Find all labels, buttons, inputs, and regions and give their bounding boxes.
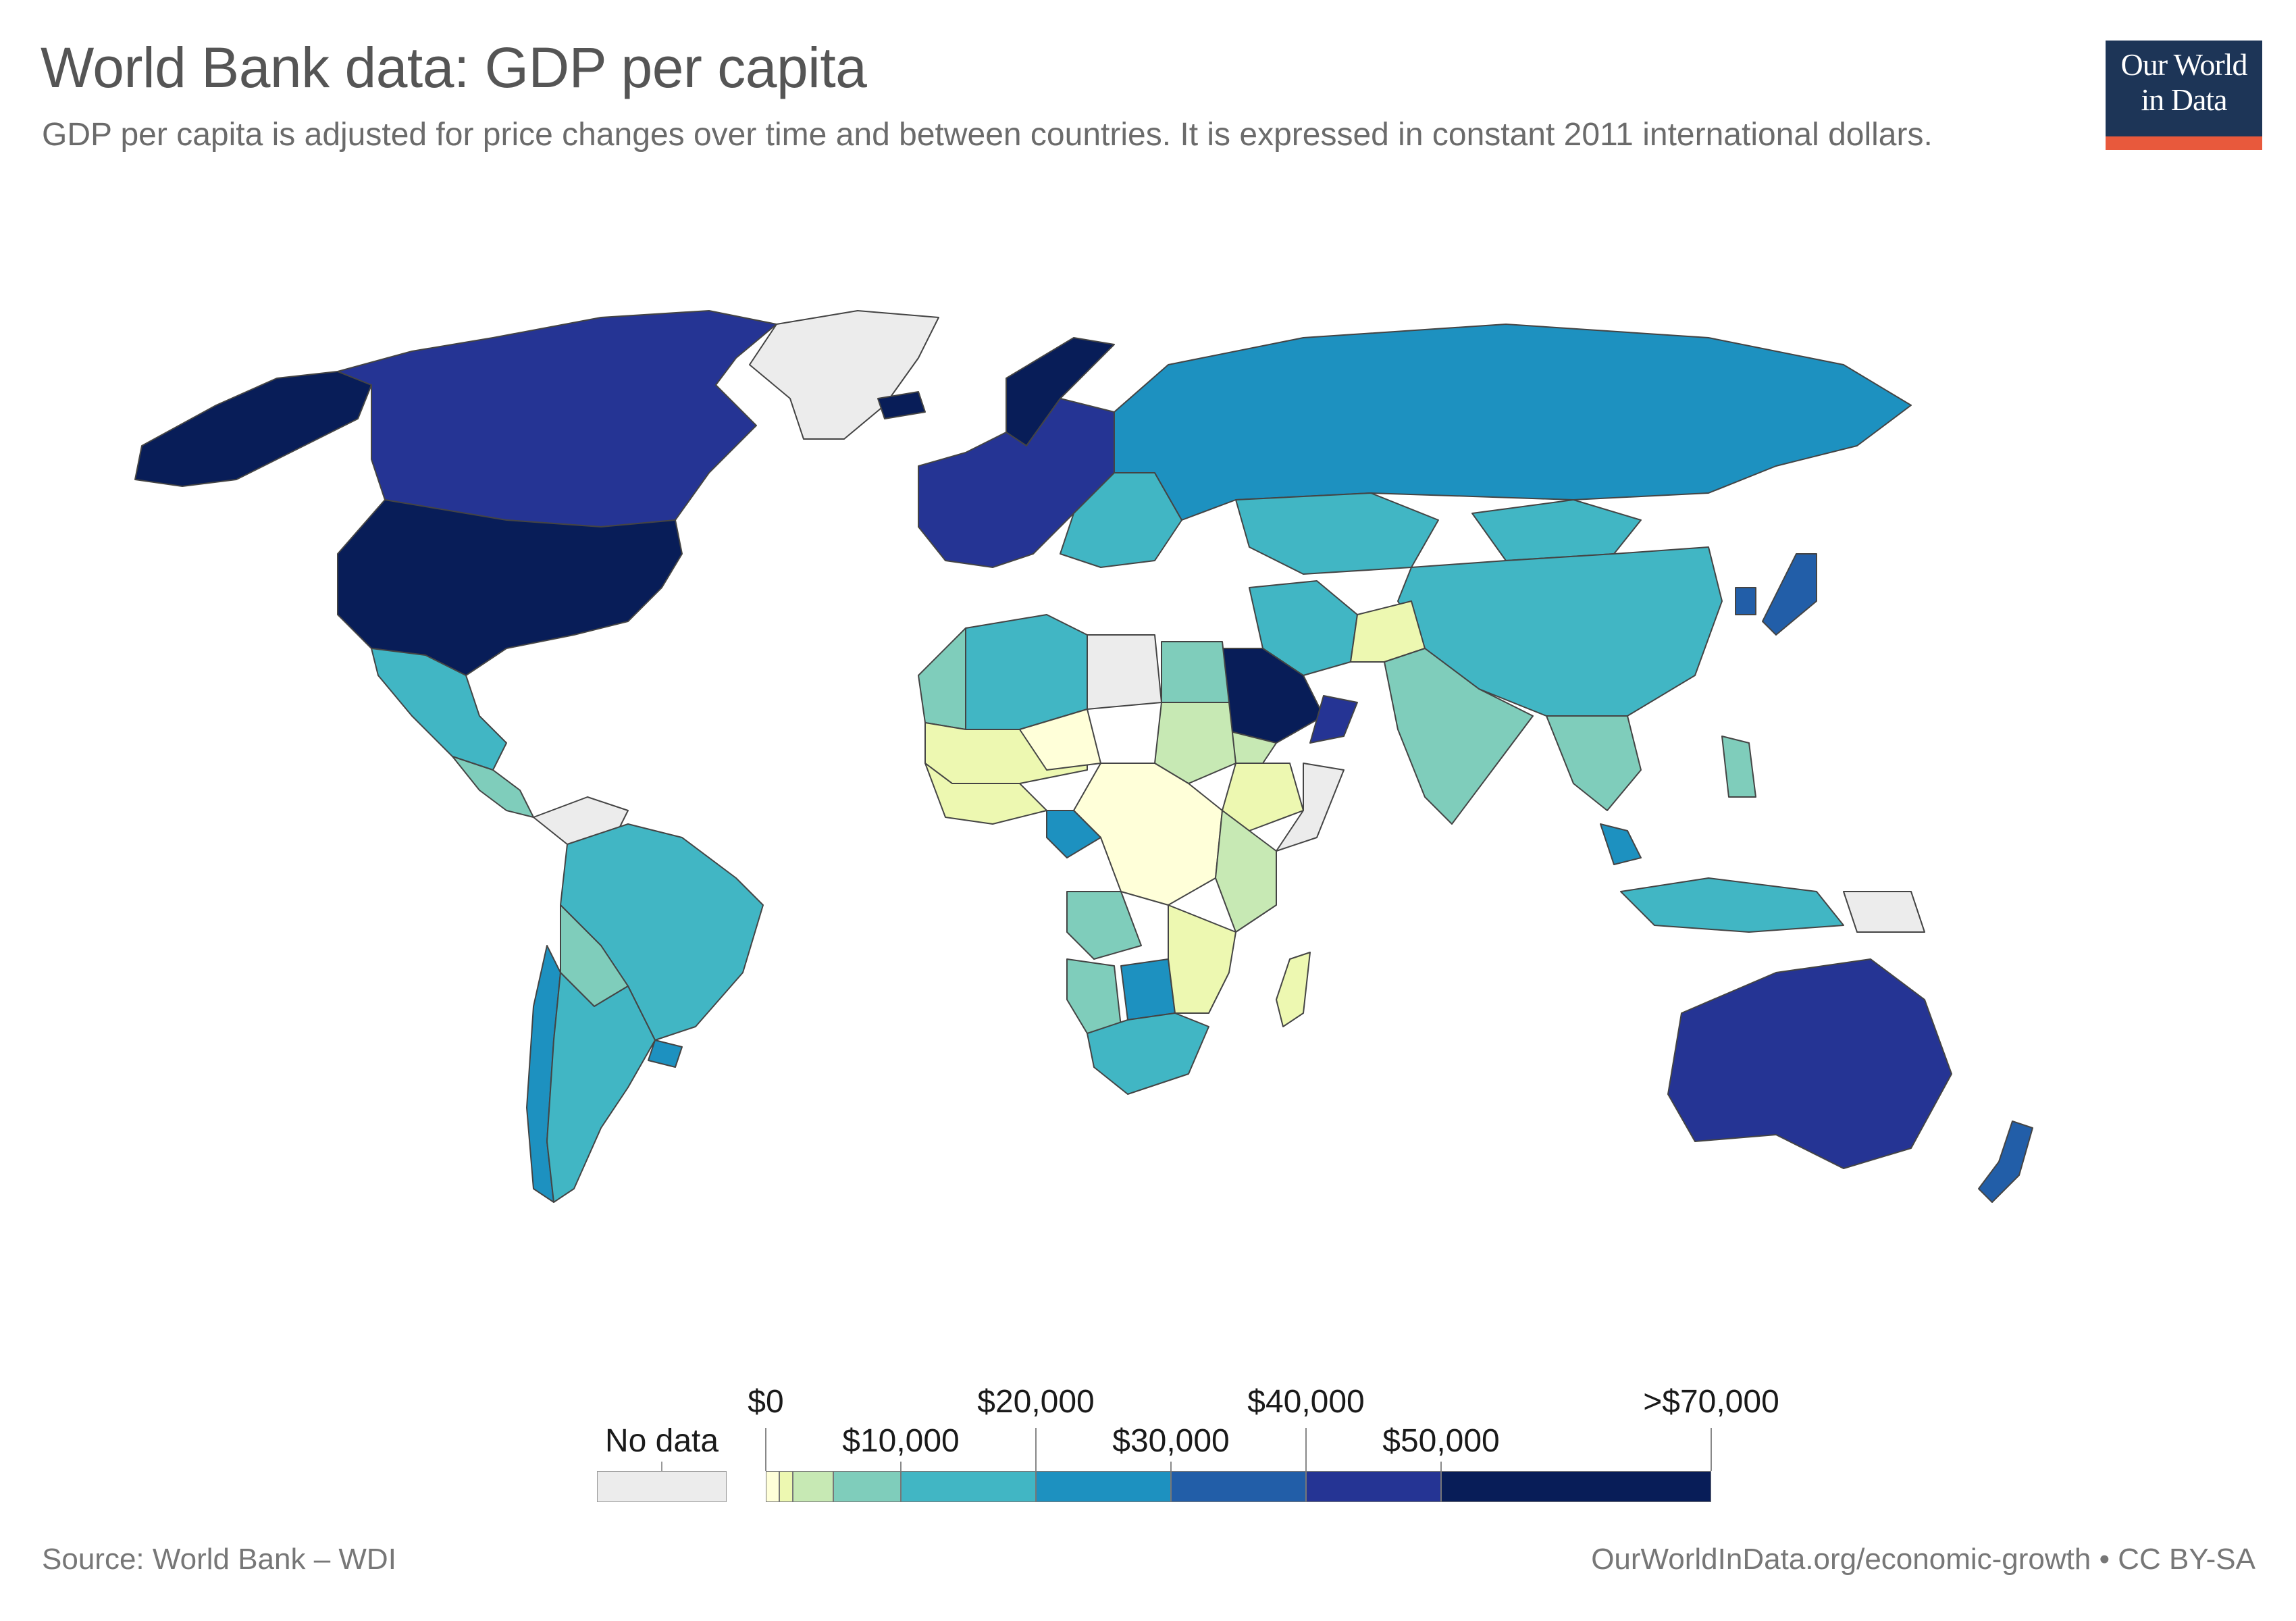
region-alaska[interactable] [134, 371, 372, 487]
world-map [134, 310, 2033, 1203]
legend-tick-20000: $20,000 [977, 1384, 1095, 1420]
region-oman[interactable] [1309, 695, 1358, 744]
region-gabon[interactable] [1046, 810, 1101, 858]
region-india[interactable] [1384, 648, 1534, 825]
region-argentina[interactable] [546, 972, 656, 1203]
legend-tickline-30000 [1170, 1462, 1172, 1471]
region-south-africa[interactable] [1087, 1012, 1209, 1095]
region-malaysia[interactable] [1600, 823, 1642, 865]
legend-tick-70000: >$70,000 [1643, 1384, 1779, 1420]
legend-swatch-4 [901, 1471, 1036, 1502]
legend-swatch-0 [766, 1471, 779, 1502]
region-mozambique[interactable] [1168, 904, 1236, 1014]
legend-no-data-tick [661, 1462, 662, 1471]
logo-line-2: in Data [2141, 82, 2227, 117]
region-egypt[interactable] [1161, 641, 1230, 703]
legend-tick-40000: $40,000 [1247, 1384, 1365, 1420]
legend-tickline-70000 [1711, 1428, 1712, 1471]
logo-line-1: Our World [2120, 47, 2247, 82]
region-kazakhstan[interactable] [1235, 492, 1439, 575]
region-canada[interactable] [337, 310, 777, 528]
region-namibia[interactable] [1066, 958, 1122, 1034]
legend-swatch-5 [1036, 1471, 1171, 1502]
legend-tick-10000: $10,000 [842, 1423, 960, 1459]
legend-no-data-label: No data [604, 1423, 719, 1459]
legend-tick-30000: $30,000 [1112, 1423, 1230, 1459]
region-sudan[interactable] [1154, 702, 1236, 784]
region-australia[interactable] [1667, 958, 1952, 1169]
chart-subtitle: GDP per capita is adjusted for price cha… [42, 117, 1933, 153]
region-botswana[interactable] [1120, 958, 1176, 1021]
legend-tickline-0 [765, 1428, 766, 1471]
legend-tick-50000: $50,000 [1382, 1423, 1500, 1459]
region-uruguay[interactable] [648, 1039, 683, 1068]
region-somalia[interactable] [1276, 763, 1345, 852]
source-url-link[interactable]: OurWorldInData.org/economic-growth • CC … [1591, 1543, 2255, 1576]
legend-tickline-10000 [900, 1462, 902, 1471]
region-greenland[interactable] [749, 310, 939, 440]
legend-swatch-3 [833, 1471, 901, 1502]
legend-swatch-2 [793, 1471, 833, 1502]
region-east-africa[interactable] [1215, 810, 1277, 933]
chart-title: World Bank data: GDP per capita [41, 36, 867, 99]
legend-swatch-7 [1306, 1471, 1441, 1502]
region-united-states[interactable] [337, 499, 683, 676]
region-japan[interactable] [1762, 553, 1817, 636]
legend-color-bar [766, 1471, 1711, 1502]
legend-no-data-swatch [597, 1471, 727, 1502]
region-mexico[interactable] [371, 648, 507, 771]
legend-tick-0: $0 [748, 1384, 784, 1420]
legend-swatch-1 [779, 1471, 793, 1502]
region-iceland[interactable] [877, 391, 926, 419]
region-indonesia[interactable] [1620, 877, 1844, 933]
region-south-korea[interactable] [1735, 587, 1756, 615]
region-new-zealand[interactable] [1978, 1121, 2033, 1203]
owid-logo[interactable]: Our World in Data [2106, 41, 2262, 150]
region-angola[interactable] [1066, 891, 1142, 960]
region-madagascar[interactable] [1276, 952, 1311, 1027]
region-ethiopia[interactable] [1222, 763, 1304, 831]
region-philippines[interactable] [1721, 736, 1756, 798]
source-note: Source: World Bank – WDI [42, 1543, 396, 1576]
region-libya[interactable] [1087, 634, 1162, 710]
legend-swatch-8 [1441, 1471, 1711, 1502]
region-algeria[interactable] [965, 614, 1088, 730]
logo-accent-bar [2106, 136, 2262, 150]
region-southeast-asia[interactable] [1546, 715, 1642, 811]
legend-tickline-40000 [1305, 1428, 1307, 1471]
legend-tickline-50000 [1440, 1462, 1442, 1471]
region-mongolia[interactable] [1471, 499, 1642, 561]
legend-tickline-20000 [1035, 1428, 1037, 1471]
region-russia[interactable] [1114, 324, 1912, 521]
legend-swatch-6 [1171, 1471, 1306, 1502]
region-papua-new-guinea[interactable] [1843, 891, 1925, 933]
